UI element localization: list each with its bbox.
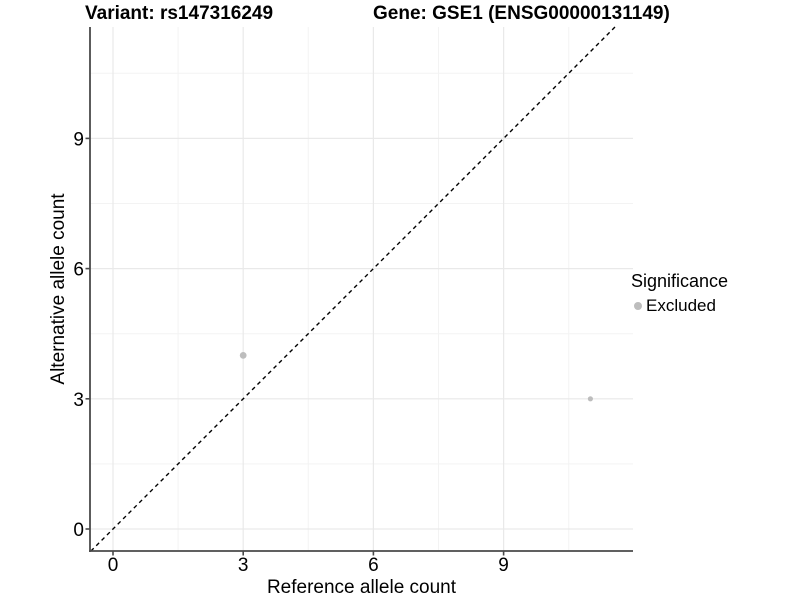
gene-title: Gene: GSE1 (ENSG00000131149) xyxy=(373,3,670,24)
x-tick-label: 6 xyxy=(368,555,379,576)
excluded-point-icon xyxy=(634,302,642,310)
scatter-point xyxy=(239,352,247,359)
axis-lines xyxy=(89,27,633,552)
y-tick-label: 6 xyxy=(73,260,84,281)
y-tick-label: 9 xyxy=(73,129,84,150)
x-tick-label: 3 xyxy=(238,555,249,576)
legend: Significance Excluded xyxy=(631,271,728,316)
scatter-point xyxy=(587,396,594,402)
axis-tick-marks xyxy=(85,137,505,556)
identity-line xyxy=(90,26,616,552)
x-tick-label: 0 xyxy=(108,555,119,576)
minor-gridlines xyxy=(90,27,633,551)
legend-title: Significance xyxy=(631,271,729,291)
variant-title: Variant: rs147316249 xyxy=(85,3,274,24)
identity-reference-line xyxy=(90,26,616,552)
y-tick-label: 3 xyxy=(73,390,84,411)
legend-item-excluded: Excluded xyxy=(631,296,728,316)
y-tick-label: 0 xyxy=(73,520,84,541)
legend-item-label: Excluded xyxy=(646,296,716,315)
axis-tick-labels: 0 3 6 9 0 3 6 9 xyxy=(73,129,508,576)
major-gridlines xyxy=(90,27,633,551)
y-axis-title: Alternative allele count xyxy=(48,193,69,385)
data-points xyxy=(239,352,594,402)
x-axis-title: Reference allele count xyxy=(266,577,457,598)
x-tick-label: 9 xyxy=(498,555,509,576)
